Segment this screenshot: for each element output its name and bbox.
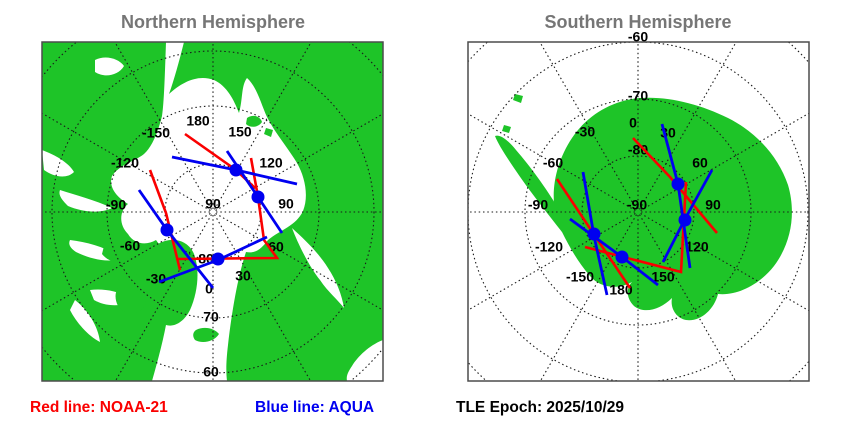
- noaa21-ground-track: [632, 137, 718, 234]
- longitude-label: -90: [528, 197, 548, 213]
- longitude-label: 180: [186, 113, 210, 129]
- nh-hudson-bay: [70, 300, 100, 342]
- longitude-label: 150: [651, 269, 675, 285]
- sh-satellite-tracks: [555, 123, 718, 296]
- nh-coast-inlet: [95, 57, 124, 76]
- longitude-label: 120: [685, 239, 709, 255]
- south-map-title: Southern Hemisphere: [544, 12, 731, 32]
- legend-red-noaa21: Red line: NOAA-21: [30, 399, 168, 416]
- latitude-label: 60: [203, 364, 219, 380]
- nh-channel: [59, 190, 112, 212]
- longitude-label: -150: [566, 269, 594, 285]
- aqua-position-dot: [229, 163, 243, 177]
- longitude-label: -30: [575, 124, 595, 140]
- longitude-label: 90: [278, 196, 294, 212]
- sh-graticule: [468, 42, 809, 381]
- latitude-label: 70: [203, 309, 219, 325]
- sh-island: [502, 125, 511, 133]
- nh-baffin-island: [115, 285, 146, 314]
- longitude-label: 60: [268, 239, 284, 255]
- noaa21-ground-track: [148, 169, 182, 271]
- nh-island: [116, 268, 138, 283]
- aqua-position-dot: [671, 177, 685, 191]
- nh-arctic-ocean: [111, 42, 306, 381]
- nh-baltic-sea: [346, 340, 383, 381]
- longitude-label: -60: [543, 155, 563, 171]
- sh-map-border: [467, 41, 810, 382]
- longitude-label: -30: [146, 271, 166, 287]
- nh-island: [264, 128, 273, 137]
- north-map-title: Northern Hemisphere: [121, 12, 305, 32]
- noaa21-ground-track: [176, 157, 280, 261]
- longitude-label: -150: [142, 125, 170, 141]
- nh-barents-strait: [292, 228, 344, 308]
- longitude-label: 60: [692, 155, 708, 171]
- longitude-label: 120: [259, 155, 283, 171]
- sh-island: [513, 94, 523, 103]
- legend-blue-aqua: Blue line: AQUA: [255, 399, 374, 416]
- latitude-label: -80: [628, 142, 648, 158]
- longitude-label: 0: [205, 281, 213, 297]
- sh-grid-labels: 0306090120150180-150-120-90-60-30-60-70-…: [528, 29, 721, 298]
- longitude-label: -90: [106, 197, 126, 213]
- latitude-ring: [524, 98, 752, 326]
- aqua-position-dot: [678, 213, 692, 227]
- latitude-label: -70: [628, 88, 648, 104]
- nh-satellite-tracks: [137, 132, 298, 289]
- latitude-ring: [106, 105, 320, 319]
- latitude-label: -60: [628, 29, 648, 45]
- latitude-ring: [51, 50, 375, 374]
- nh-island: [102, 244, 130, 263]
- latitude-label: -90: [627, 197, 647, 213]
- longitude-label: 30: [235, 268, 251, 284]
- aqua-position-dot: [587, 227, 601, 241]
- longitude-label: -120: [535, 239, 563, 255]
- tle-epoch-label: TLE Epoch: 2025/10/29: [456, 399, 624, 416]
- nh-island: [94, 220, 118, 237]
- nh-grid-labels: 1801501209060300-30-60-90-120-1509080706…: [106, 113, 294, 380]
- north-hemisphere-map: 1801501209060300-30-60-90-120-1509080706…: [41, 41, 384, 382]
- aqua-position-dot: [251, 190, 265, 204]
- longitude-label: 180: [609, 282, 633, 298]
- aqua-position-dot: [211, 252, 225, 266]
- longitude-label: 90: [705, 197, 721, 213]
- south-hemisphere-map: 0306090120150180-150-120-90-60-30-60-70-…: [467, 29, 810, 382]
- longitude-label: 0: [629, 115, 637, 131]
- latitude-ring: [468, 42, 809, 381]
- longitude-label: -120: [111, 155, 139, 171]
- longitude-label: -60: [120, 238, 140, 254]
- latitude-label: 90: [205, 196, 221, 212]
- nh-map-border: [41, 41, 384, 382]
- nh-coast-inlet: [42, 150, 74, 177]
- aqua-position-dot: [160, 223, 174, 237]
- aqua-position-dot: [615, 250, 629, 264]
- longitude-label: 150: [228, 124, 252, 140]
- nh-svalbard: [246, 115, 262, 127]
